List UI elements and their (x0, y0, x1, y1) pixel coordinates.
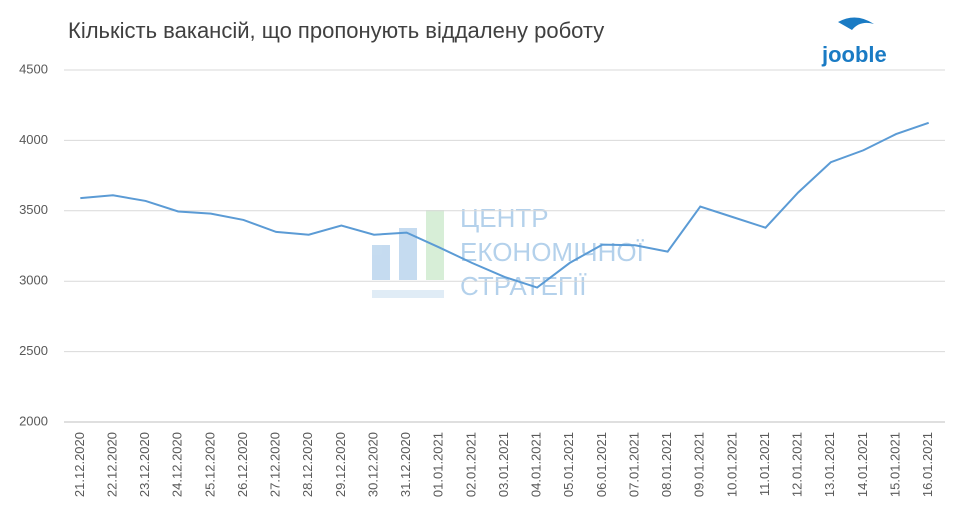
x-tick-label: 16.01.2021 (920, 432, 935, 497)
x-tick-label: 13.01.2021 (822, 432, 837, 497)
x-tick-label: 06.01.2021 (594, 432, 609, 497)
x-tick-label: 26.12.2020 (235, 432, 250, 497)
x-tick-label: 28.12.2020 (300, 432, 315, 497)
x-tick-label: 01.01.2021 (431, 432, 446, 497)
x-tick-label: 25.12.2020 (202, 432, 217, 497)
x-tick-label: 21.12.2020 (72, 432, 87, 497)
x-tick-label: 04.01.2021 (529, 432, 544, 497)
watermark-text: СТРАТЕГІЇ (460, 271, 587, 301)
y-tick-label: 3500 (19, 202, 48, 217)
x-tick-label: 27.12.2020 (268, 432, 283, 497)
x-tick-label: 14.01.2021 (855, 432, 870, 497)
y-tick-label: 2000 (19, 413, 48, 428)
x-tick-label: 29.12.2020 (333, 432, 348, 497)
x-tick-label: 15.01.2021 (887, 432, 902, 497)
y-tick-label: 2500 (19, 343, 48, 358)
x-tick-label: 08.01.2021 (659, 432, 674, 497)
x-tick-label: 09.01.2021 (692, 432, 707, 497)
x-tick-label: 22.12.2020 (104, 432, 119, 497)
x-tick-label: 07.01.2021 (626, 432, 641, 497)
x-tick-label: 31.12.2020 (398, 432, 413, 497)
x-tick-label: 23.12.2020 (137, 432, 152, 497)
x-tick-label: 24.12.2020 (170, 432, 185, 497)
chart-title: Кількість вакансій, що пропонують віддал… (68, 18, 604, 43)
data-line (80, 121, 930, 289)
x-tick-label: 02.01.2021 (463, 432, 478, 497)
y-tick-label: 4500 (19, 61, 48, 76)
watermark-text: ЕКОНОМІЧНОЇ (460, 237, 645, 267)
watermark-text: ЦЕНТР (460, 203, 549, 233)
x-tick-label: 11.01.2021 (757, 432, 772, 496)
x-tick-label: 03.01.2021 (496, 432, 511, 497)
y-tick-label: 3000 (19, 273, 48, 288)
x-tick-label: 30.12.2020 (365, 432, 380, 497)
x-tick-label: 10.01.2021 (724, 432, 739, 497)
x-tick-label: 05.01.2021 (561, 432, 576, 497)
logo: jooble (821, 42, 887, 67)
x-tick-label: 12.01.2021 (790, 432, 805, 497)
y-tick-label: 4000 (19, 132, 48, 147)
logo-icon (838, 17, 874, 30)
